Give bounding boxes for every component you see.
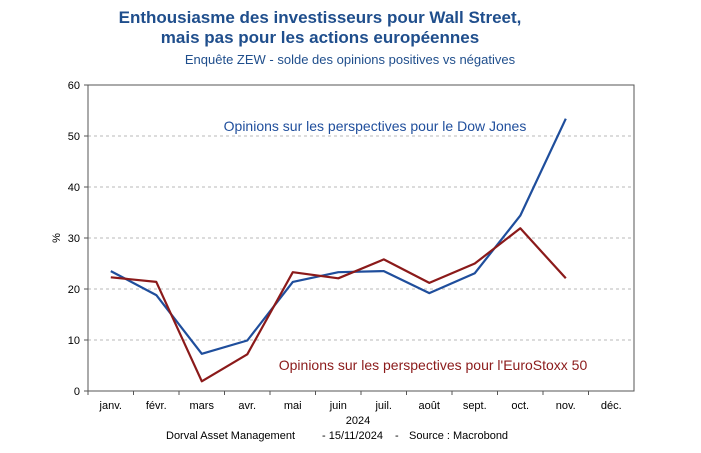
y-tick-label-10: 10 — [68, 335, 80, 347]
series-line-1 — [110, 227, 567, 383]
x-tick-label-4: mai — [284, 400, 302, 412]
legend-label-0: Opinions sur les perspectives pour le Do… — [224, 118, 527, 134]
x-tick-label-7: août — [419, 400, 440, 412]
x-tick-label-5: juin — [329, 400, 347, 412]
y-tick-label-50: 50 — [68, 131, 80, 143]
y-axis-label: % — [51, 233, 63, 243]
chart-title-line2: mais pas pour les actions européennes — [160, 28, 480, 47]
x-tick-label-8: sept. — [463, 400, 487, 412]
x-tick-label-2: mars — [190, 400, 215, 412]
y-tick-label-60: 60 — [68, 80, 80, 92]
x-tick-label-1: févr. — [146, 400, 167, 412]
x-tick-label-0: janv. — [99, 400, 122, 412]
legend-label-1: Opinions sur les perspectives pour l'Eur… — [279, 357, 588, 373]
chart-subtitle: Enquête ZEW - solde des opinions positiv… — [184, 52, 516, 67]
footer-organisation: Dorval Asset Management — [166, 430, 296, 442]
x-tick-label-3: avr. — [238, 400, 256, 412]
x-axis-label: 2024 — [346, 415, 370, 427]
footer-date: - 15/11/2024 — [322, 430, 383, 442]
y-tick-label-0: 0 — [74, 386, 80, 398]
x-tick-label-9: oct. — [511, 400, 529, 412]
x-tick-label-6: juil. — [374, 400, 392, 412]
footer-separator: - — [395, 430, 399, 442]
y-tick-label-20: 20 — [68, 284, 80, 296]
series-line-0 — [110, 118, 567, 355]
footer-source: Source : Macrobond — [409, 430, 509, 442]
y-tick-label-40: 40 — [68, 182, 80, 194]
x-tick-label-11: déc. — [601, 400, 622, 412]
x-tick-label-10: nov. — [556, 400, 576, 412]
y-tick-label-30: 30 — [68, 233, 80, 245]
chart-title-line1: Enthousiasme des investisseurs pour Wall… — [118, 8, 522, 27]
